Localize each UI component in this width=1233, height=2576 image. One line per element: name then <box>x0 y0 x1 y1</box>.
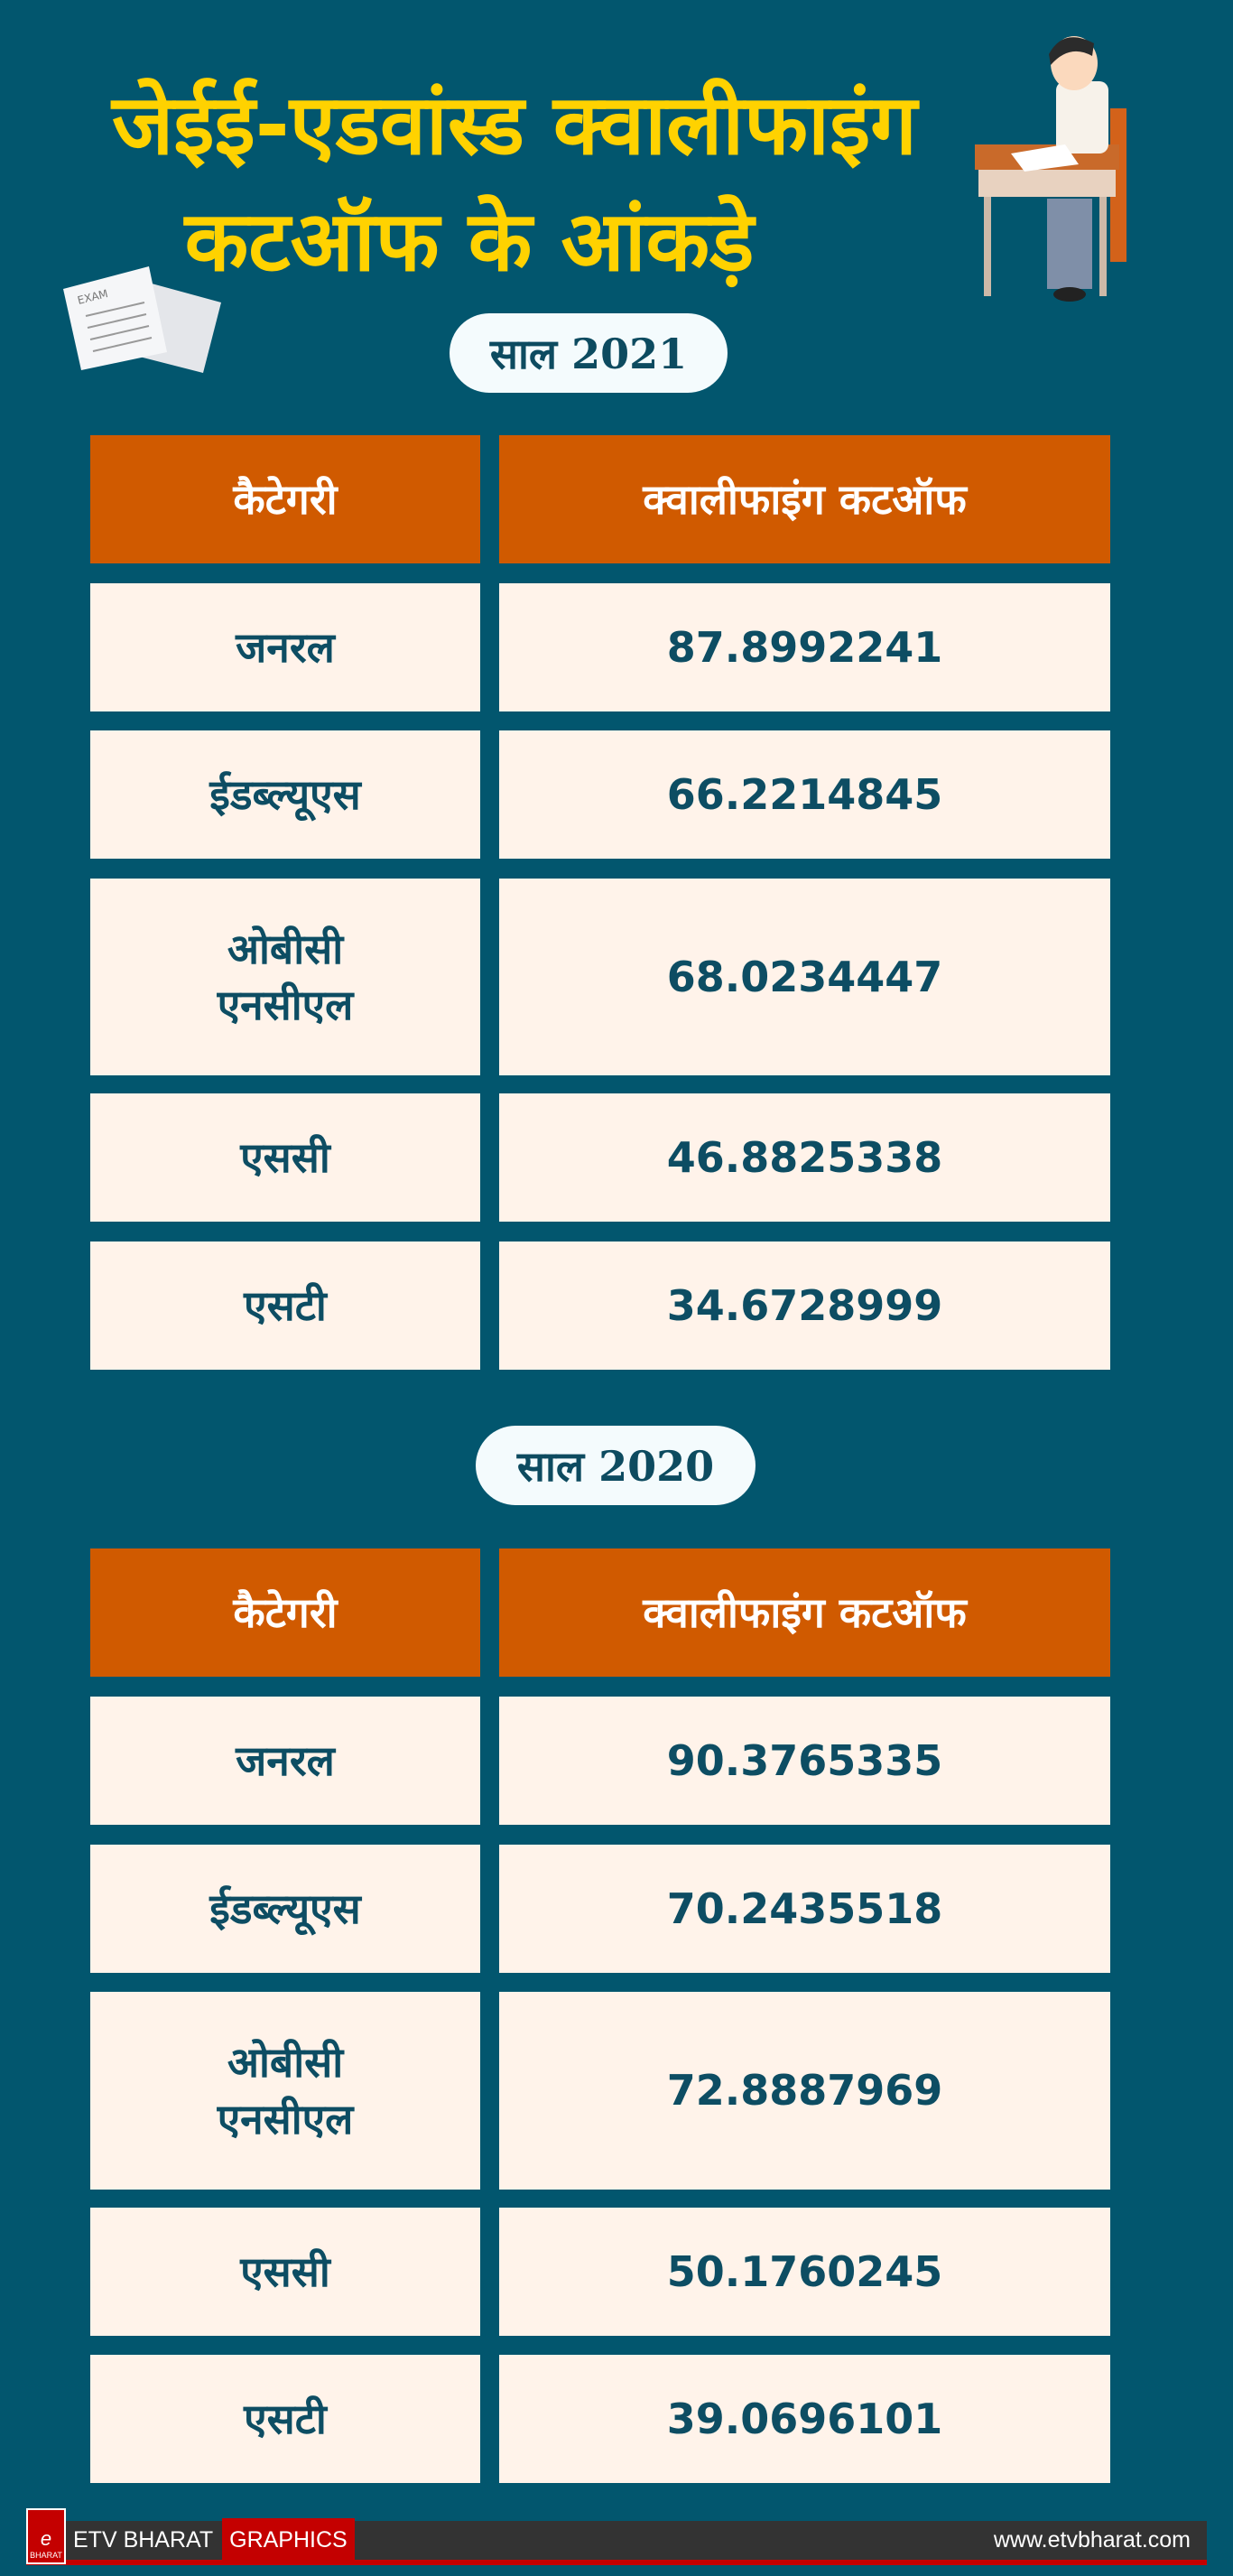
title-line-1: जेईई-एडवांस्ड क्वालीफाइंग <box>112 77 917 173</box>
category-cell: एससी <box>90 2208 480 2336</box>
student-illustration <box>975 36 1126 302</box>
category-cell: एससी <box>90 1093 480 1222</box>
year-badge: साल 2021 <box>450 313 728 393</box>
cutoff-cell: 72.8887969 <box>499 1992 1110 2190</box>
cutoff-cell: 50.1760245 <box>499 2208 1110 2336</box>
cutoff-cell: 68.0234447 <box>499 879 1110 1075</box>
column-header-cutoff: क्वालीफाइंग कटऑफ <box>499 435 1110 563</box>
category-cell: जनरल <box>90 1697 480 1825</box>
category-cell: ओबीसी एनसीएल <box>90 879 480 1075</box>
cutoff-cell: 87.8992241 <box>499 583 1110 711</box>
etv-bharat-logo: e BHARAT <box>26 2508 66 2564</box>
footer-url[interactable]: www.etvbharat.com <box>993 2527 1191 2553</box>
category-cell: एसटी <box>90 1242 480 1370</box>
exam-papers-illustration: EXAM <box>63 266 221 373</box>
cutoff-cell: 34.6728999 <box>499 1242 1110 1370</box>
year-badge: साल 2020 <box>476 1426 756 1505</box>
category-cell: जनरल <box>90 583 480 711</box>
footer-brand: ETV BHARAT <box>73 2527 214 2553</box>
category-cell: ईडब्ल्यूएस <box>90 1845 480 1973</box>
category-cell: ओबीसी एनसीएल <box>90 1992 480 2190</box>
cutoff-cell: 90.3765335 <box>499 1697 1110 1825</box>
footer-bar: e BHARAT ETV BHARAT GRAPHICS www.etvbhara… <box>26 2508 1207 2565</box>
cutoff-cell: 46.8825338 <box>499 1093 1110 1222</box>
logo-text: BHARAT <box>30 2551 62 2560</box>
footer-section: GRAPHICS <box>222 2518 355 2562</box>
column-header-category: कैटेगरी <box>90 435 480 563</box>
cutoff-cell: 39.0696101 <box>499 2355 1110 2483</box>
cutoff-cell: 66.2214845 <box>499 730 1110 859</box>
title-line-2: कटऑफ के आंकड़े <box>184 193 755 290</box>
category-cell: ईडब्ल्यूएस <box>90 730 480 859</box>
column-header-category: कैटेगरी <box>90 1548 480 1677</box>
cutoff-cell: 70.2435518 <box>499 1845 1110 1973</box>
category-cell: एसटी <box>90 2355 480 2483</box>
column-header-cutoff: क्वालीफाइंग कटऑफ <box>499 1548 1110 1677</box>
